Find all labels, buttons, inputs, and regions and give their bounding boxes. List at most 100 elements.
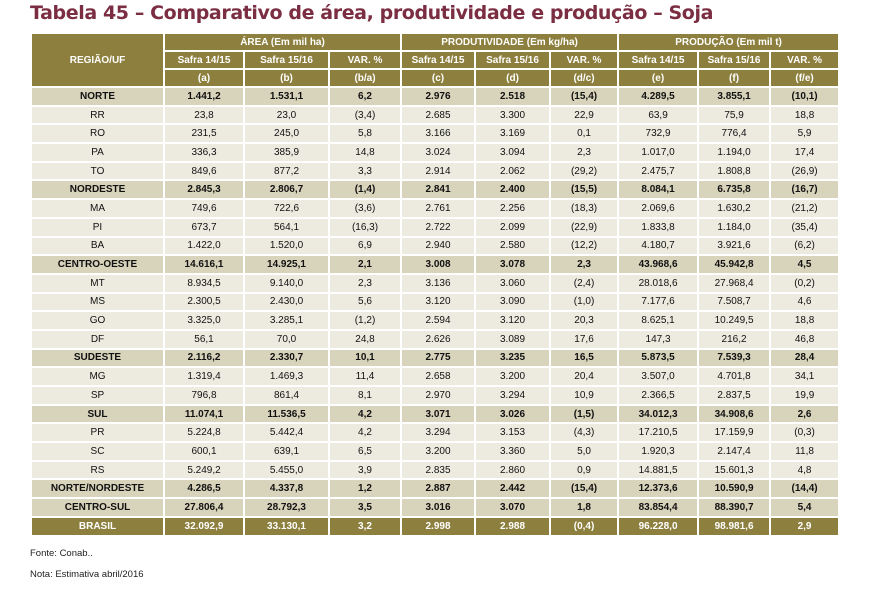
header-group-production: PRODUÇÃO (Em mil t) bbox=[617, 32, 841, 52]
value-cell: (18,3) bbox=[549, 198, 620, 219]
region-cell: NORTE bbox=[30, 86, 165, 107]
header-subcol: VAR. % bbox=[327, 50, 403, 70]
value-cell: 2.775 bbox=[400, 347, 477, 369]
region-cell: BA bbox=[30, 235, 165, 257]
header-letter: (a) bbox=[163, 68, 245, 88]
value-cell: 7.177,6 bbox=[617, 291, 700, 313]
value-cell: 10,9 bbox=[549, 385, 620, 406]
value-cell: 23,0 bbox=[243, 104, 330, 126]
table-row: PI 673,7 564,1 (16,3) 2.722 2.099 (22,9) 1.833,… bbox=[30, 216, 841, 238]
value-cell: 4,8 bbox=[769, 459, 841, 481]
value-cell: 15.601,3 bbox=[697, 459, 772, 481]
value-cell: 2.099 bbox=[474, 216, 552, 238]
value-cell: 4,2 bbox=[327, 403, 403, 425]
value-cell: 2.761 bbox=[400, 198, 477, 219]
value-cell: (0,2) bbox=[769, 272, 841, 294]
value-cell: 722,6 bbox=[243, 198, 330, 219]
value-cell: 75,9 bbox=[697, 104, 772, 126]
value-cell: 16,5 bbox=[549, 347, 620, 369]
value-cell: (15,4) bbox=[549, 86, 620, 107]
table-row: DF 56,1 70,0 24,8 2.626 3.089 17,6 147,3 216,2 46… bbox=[30, 328, 841, 350]
value-cell: (6,2) bbox=[769, 235, 841, 257]
value-cell: 11.074,1 bbox=[163, 403, 245, 425]
value-cell: 2.860 bbox=[474, 459, 552, 481]
value-cell: (14,4) bbox=[769, 478, 841, 500]
value-cell: 5.873,5 bbox=[617, 347, 700, 369]
value-cell: 2.940 bbox=[400, 235, 477, 257]
value-cell: 861,4 bbox=[243, 385, 330, 406]
region-cell: PA bbox=[30, 142, 165, 163]
value-cell: 3,5 bbox=[327, 497, 403, 518]
value-cell: 2.330,7 bbox=[243, 347, 330, 369]
table-title: Tabela 45 – Comparativo de área, produti… bbox=[30, 2, 713, 24]
value-cell: 4,5 bbox=[769, 254, 841, 275]
value-cell: 3.200 bbox=[474, 366, 552, 387]
value-cell: 2.069,6 bbox=[617, 198, 700, 219]
value-cell: 8.934,5 bbox=[163, 272, 245, 294]
value-cell: 3.090 bbox=[474, 291, 552, 313]
value-cell: 10.590,9 bbox=[697, 478, 772, 500]
value-cell: 673,7 bbox=[163, 216, 245, 238]
value-cell: 27.968,4 bbox=[697, 272, 772, 294]
value-cell: 6,2 bbox=[327, 86, 403, 107]
value-cell: 3.078 bbox=[474, 254, 552, 275]
value-cell: 8,1 bbox=[327, 385, 403, 406]
value-cell: 14.881,5 bbox=[617, 459, 700, 481]
header-subcol: Safra 14/15 bbox=[400, 50, 477, 70]
region-cell: PI bbox=[30, 216, 165, 238]
value-cell: (1,0) bbox=[549, 291, 620, 313]
value-cell: 4.289,5 bbox=[617, 86, 700, 107]
table-row: MG 1.319,4 1.469,3 11,4 2.658 3.200 20,4 3.507,… bbox=[30, 366, 841, 387]
subtotal-row: NORTE/NORDESTE 4.286,5 4.337,8 1,2 2.887 2.44… bbox=[30, 478, 841, 500]
value-cell: 2.887 bbox=[400, 478, 477, 500]
table-row: SC 600,1 639,1 6,5 3.200 3.360 5,0 1.920,3 2.147… bbox=[30, 441, 841, 462]
header-letter: (c) bbox=[400, 68, 477, 88]
value-cell: 5,9 bbox=[769, 123, 841, 145]
value-cell: 20,4 bbox=[549, 366, 620, 387]
value-cell: 5.224,8 bbox=[163, 422, 245, 444]
value-cell: 4,6 bbox=[769, 291, 841, 313]
value-cell: 28,4 bbox=[769, 347, 841, 369]
value-cell: 3.120 bbox=[474, 310, 552, 331]
value-cell: 231,5 bbox=[163, 123, 245, 145]
value-cell: 2.366,5 bbox=[617, 385, 700, 406]
value-cell: 216,2 bbox=[697, 328, 772, 350]
region-cell: CENTRO-OESTE bbox=[30, 254, 165, 275]
subtotal-row: CENTRO-SUL 27.806,4 28.792,3 3,5 3.016 3.070 1… bbox=[30, 497, 841, 518]
value-cell: 3.360 bbox=[474, 441, 552, 462]
value-cell: (21,2) bbox=[769, 198, 841, 219]
value-cell: 3,2 bbox=[327, 515, 403, 537]
value-cell: 2.970 bbox=[400, 385, 477, 406]
value-cell: 1.422,0 bbox=[163, 235, 245, 257]
value-cell: 14.925,1 bbox=[243, 254, 330, 275]
region-cell: MS bbox=[30, 291, 165, 313]
value-cell: 45.942,8 bbox=[697, 254, 772, 275]
header-subcol: Safra 15/16 bbox=[697, 50, 772, 70]
value-cell: 2.722 bbox=[400, 216, 477, 238]
value-cell: 2.685 bbox=[400, 104, 477, 126]
header-subcol: VAR. % bbox=[549, 50, 620, 70]
value-cell: 2.256 bbox=[474, 198, 552, 219]
value-cell: 3.294 bbox=[400, 422, 477, 444]
value-cell: 3.070 bbox=[474, 497, 552, 518]
value-cell: (1,5) bbox=[549, 403, 620, 425]
table-row: TO 849,6 877,2 3,3 2.914 2.062 (29,2) 2.475,7 1.… bbox=[30, 160, 841, 182]
value-cell: 1.808,8 bbox=[697, 160, 772, 182]
value-cell: 3,9 bbox=[327, 459, 403, 481]
value-cell: (12,2) bbox=[549, 235, 620, 257]
table-row: PR 5.224,8 5.442,4 4,2 3.294 3.153 (4,3) 17.210… bbox=[30, 422, 841, 444]
header-letter: (b) bbox=[243, 68, 330, 88]
region-cell: PR bbox=[30, 422, 165, 444]
value-cell: 732,9 bbox=[617, 123, 700, 145]
value-cell: 5,4 bbox=[769, 497, 841, 518]
value-cell: 56,1 bbox=[163, 328, 245, 350]
value-cell: 3.921,6 bbox=[697, 235, 772, 257]
value-cell: 23,8 bbox=[163, 104, 245, 126]
value-cell: 1.520,0 bbox=[243, 235, 330, 257]
value-cell: 2.626 bbox=[400, 328, 477, 350]
value-cell: 1.920,3 bbox=[617, 441, 700, 462]
source-note: Fonte: Conab.. bbox=[30, 548, 93, 559]
value-cell: 3.200 bbox=[400, 441, 477, 462]
value-cell: (10,1) bbox=[769, 86, 841, 107]
value-cell: 20,3 bbox=[549, 310, 620, 331]
